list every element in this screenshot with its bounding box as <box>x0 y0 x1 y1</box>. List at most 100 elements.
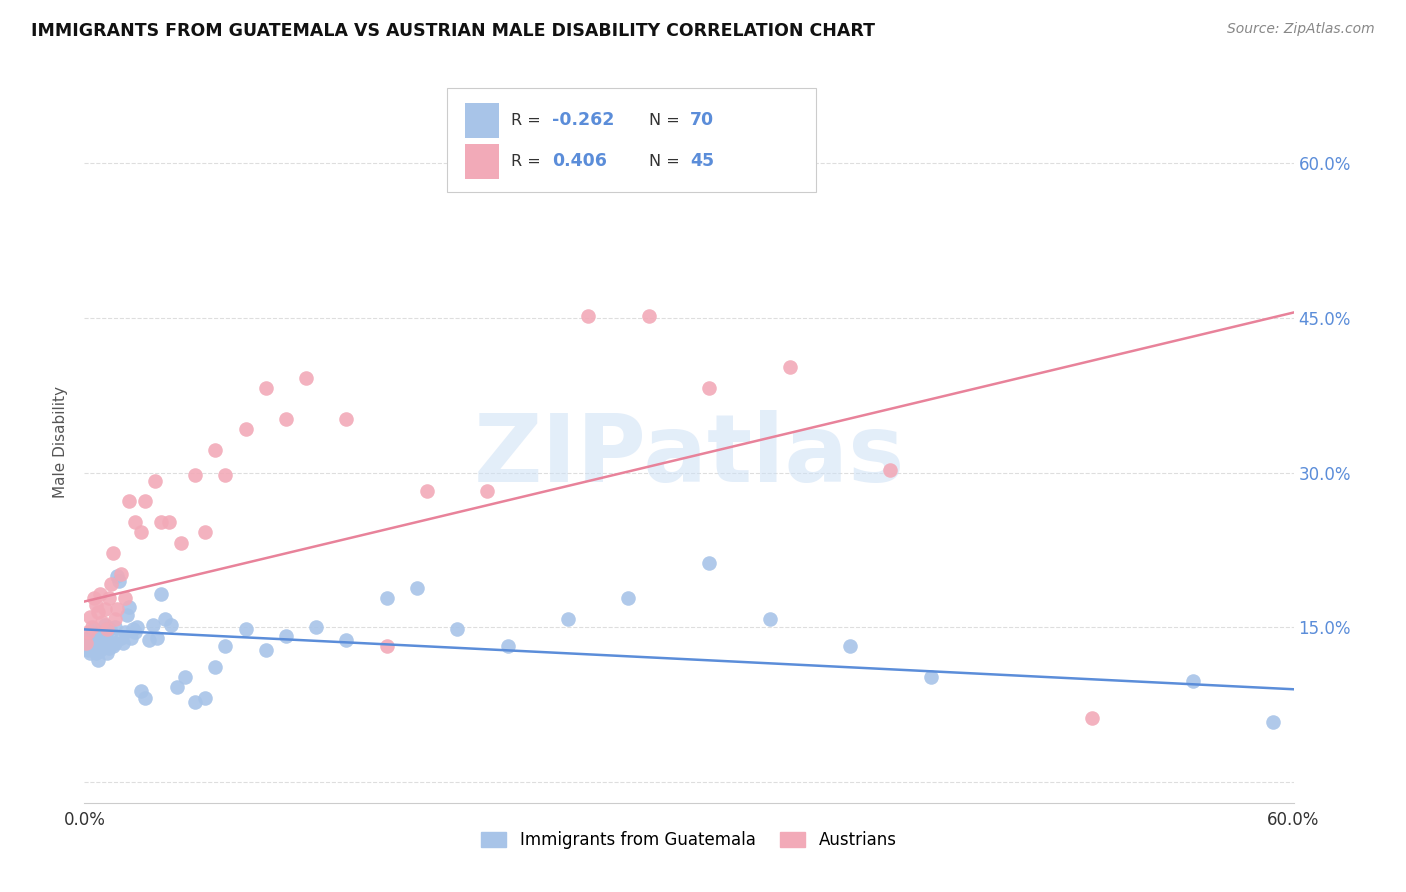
Point <box>204 442 226 457</box>
Point <box>83 639 105 653</box>
Point <box>101 639 124 653</box>
Point <box>235 422 257 436</box>
Point <box>129 684 152 698</box>
Text: N =: N = <box>650 113 685 128</box>
Point <box>129 525 152 540</box>
Point <box>637 309 659 323</box>
Point <box>446 623 468 637</box>
Point <box>184 467 207 482</box>
Text: N =: N = <box>650 153 685 169</box>
Text: ZIPatlas: ZIPatlas <box>474 410 904 502</box>
Point <box>214 639 236 653</box>
Point <box>75 636 97 650</box>
Point <box>104 612 127 626</box>
Point <box>111 636 134 650</box>
Point <box>97 623 120 637</box>
Point <box>104 636 127 650</box>
Bar <box>465 144 499 178</box>
Point <box>79 610 101 624</box>
Point <box>295 370 318 384</box>
Point <box>86 646 108 660</box>
Point <box>697 557 720 571</box>
Point <box>194 525 217 540</box>
Point <box>406 581 429 595</box>
Point <box>143 474 166 488</box>
Point <box>124 625 146 640</box>
Point <box>153 612 176 626</box>
Point <box>110 566 132 581</box>
Point <box>75 636 97 650</box>
Text: 45: 45 <box>690 153 714 170</box>
Point <box>115 607 138 622</box>
Point <box>839 639 862 653</box>
Point <box>416 484 439 499</box>
Point <box>87 629 110 643</box>
Point <box>89 587 111 601</box>
Point <box>496 639 519 653</box>
Point <box>1263 715 1285 730</box>
Point <box>83 591 105 606</box>
Point <box>305 620 328 634</box>
Point <box>779 360 801 375</box>
Point <box>157 515 180 529</box>
Point <box>87 605 110 619</box>
Bar <box>465 103 499 137</box>
Point <box>557 612 579 626</box>
Point <box>82 625 104 640</box>
Point <box>516 133 538 147</box>
Point <box>100 625 122 640</box>
Point <box>1081 711 1104 725</box>
Point <box>120 631 142 645</box>
Point <box>118 494 141 508</box>
Point <box>758 612 780 626</box>
Point <box>100 577 122 591</box>
Point <box>101 546 124 560</box>
Point <box>91 640 114 655</box>
Point <box>879 463 901 477</box>
Point <box>114 625 136 640</box>
Point <box>254 381 277 395</box>
Point <box>105 601 128 615</box>
Text: Source: ZipAtlas.com: Source: ZipAtlas.com <box>1227 22 1375 37</box>
Point <box>114 591 136 606</box>
Point <box>146 631 169 645</box>
Point <box>118 599 141 614</box>
Point <box>107 574 129 588</box>
Point <box>86 598 108 612</box>
Point <box>149 515 172 529</box>
Point <box>110 631 132 645</box>
FancyBboxPatch shape <box>447 87 815 193</box>
Point <box>375 639 398 653</box>
Point <box>184 695 207 709</box>
Point <box>104 620 127 634</box>
Point <box>93 618 115 632</box>
Point <box>576 309 599 323</box>
Text: 70: 70 <box>690 112 714 129</box>
Point <box>79 646 101 660</box>
Point <box>697 381 720 395</box>
Point <box>235 623 257 637</box>
Point <box>121 623 143 637</box>
Point <box>194 690 217 705</box>
Point <box>93 625 115 640</box>
Point <box>77 631 100 645</box>
Point <box>96 632 118 647</box>
Point <box>124 515 146 529</box>
Text: IMMIGRANTS FROM GUATEMALA VS AUSTRIAN MALE DISABILITY CORRELATION CHART: IMMIGRANTS FROM GUATEMALA VS AUSTRIAN MA… <box>31 22 875 40</box>
Point <box>160 618 183 632</box>
Point <box>89 636 111 650</box>
Point <box>82 620 104 634</box>
Point <box>142 618 165 632</box>
Point <box>105 568 128 582</box>
Point <box>134 494 156 508</box>
Point <box>174 670 197 684</box>
Point <box>920 670 942 684</box>
Point <box>335 632 357 647</box>
Point <box>274 412 297 426</box>
Point <box>97 640 120 655</box>
Point <box>75 640 97 655</box>
Point <box>477 484 499 499</box>
Point <box>93 601 115 615</box>
Point <box>82 640 104 655</box>
Y-axis label: Male Disability: Male Disability <box>53 385 69 498</box>
